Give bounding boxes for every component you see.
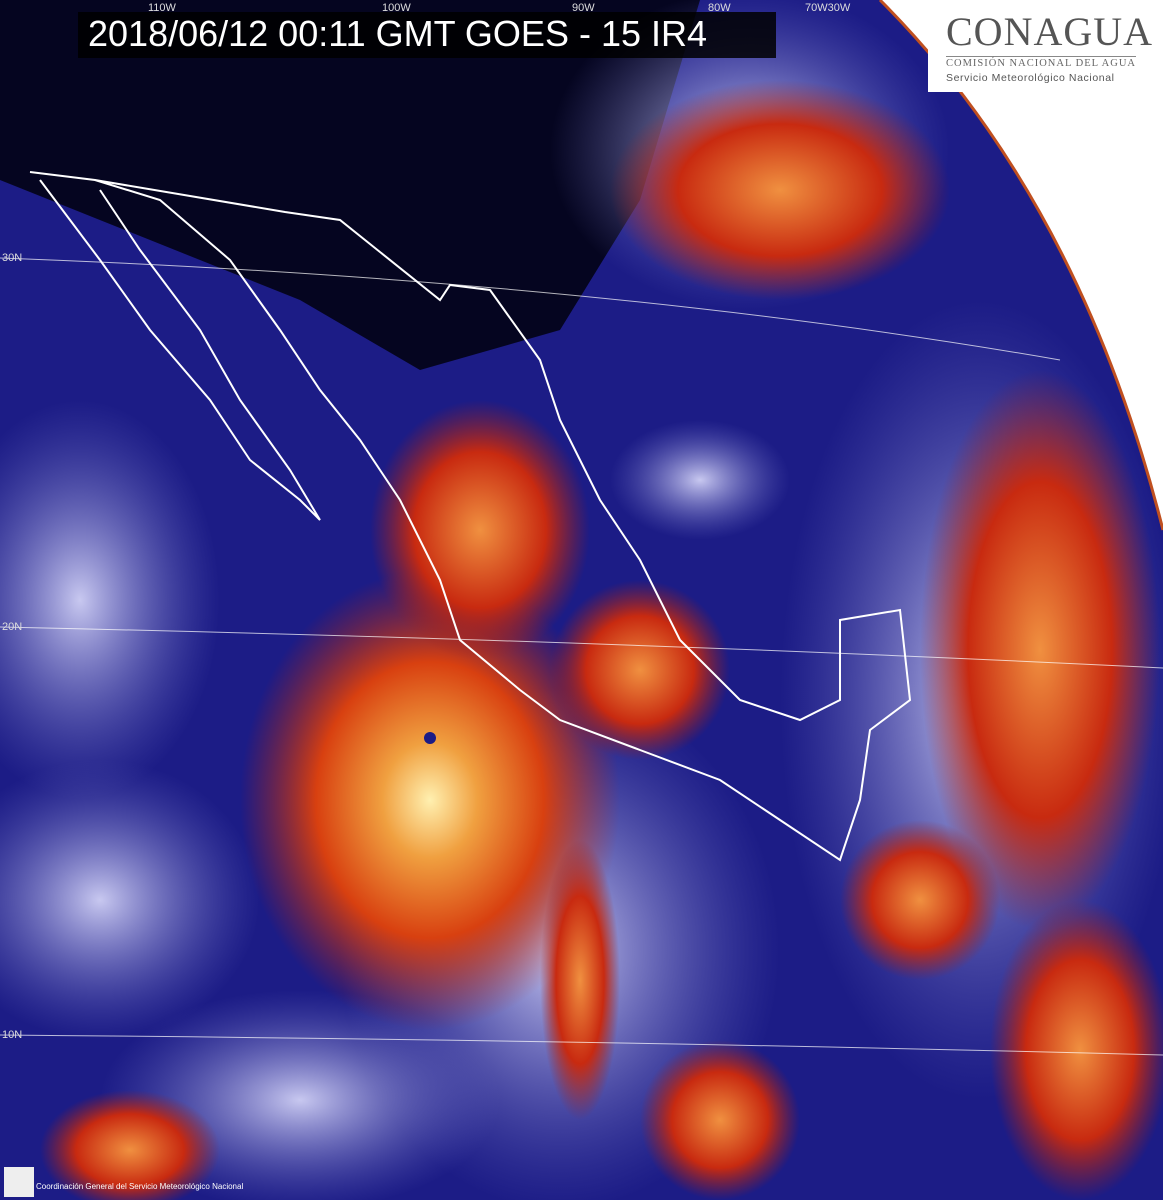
lon-label: 70W30W [805, 2, 851, 14]
lon-label: 100W [382, 2, 411, 14]
lat-label: 10N [2, 1029, 23, 1041]
title-bar [78, 12, 776, 58]
image-title: 2018/06/12 00:11 GMT GOES - 15 IR4 [88, 13, 708, 54]
lon-label: 80W [708, 2, 731, 14]
hurricane-eye [424, 732, 436, 744]
lon-label: 110W [148, 2, 176, 14]
smn-logo [4, 1167, 34, 1197]
space-beyond-limb [880, 0, 1163, 530]
lat-lon-grid [0, 257, 1163, 1056]
lat-label: 20N [2, 621, 23, 633]
dry-land-area [0, 0, 700, 370]
hurricane [240, 570, 620, 1030]
lat-label: 30N [2, 252, 23, 264]
lon-label: 90W [572, 2, 595, 14]
convective-clouds [40, 80, 1163, 1200]
footer-credit: Coordinación General del Servicio Meteor… [36, 1182, 244, 1191]
logo-name: CONAGUA [946, 9, 1153, 54]
conagua-logo: CONAGUA COMISIÓN NACIONAL DEL AGUA Servi… [928, 0, 1163, 92]
country-state-borders [29, 171, 912, 862]
logo-subtitle: COMISIÓN NACIONAL DEL AGUA [946, 56, 1137, 69]
logo-service: Servicio Meteorológico Nacional [946, 72, 1115, 84]
